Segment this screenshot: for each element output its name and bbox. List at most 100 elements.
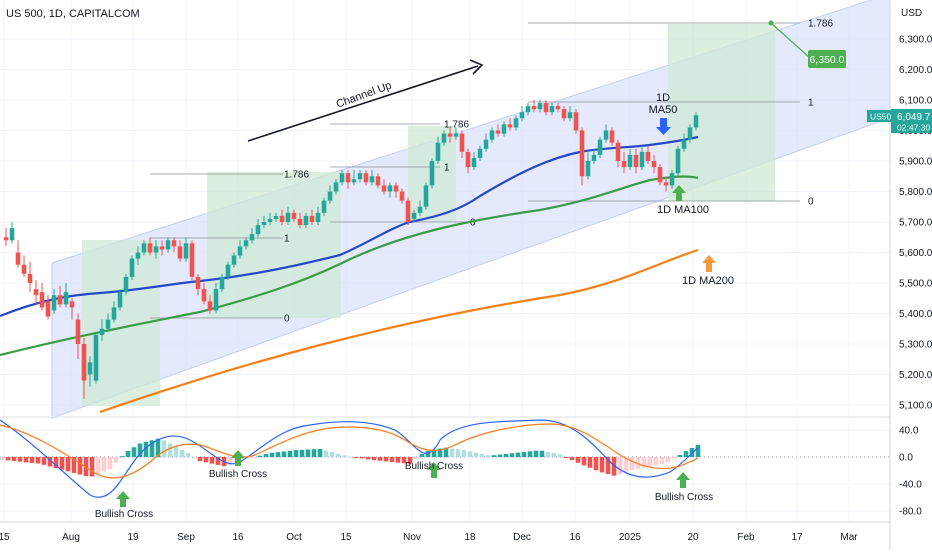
macd-histogram-bar [647,457,653,467]
macd-histogram-bar [557,454,563,457]
candle-up [423,185,429,207]
candle-up [525,106,531,113]
macd-histogram-bar [131,447,137,457]
price-tick-label: 5,200.0 [899,370,932,381]
macd-histogram-bar [497,454,503,457]
macd-histogram-bar [281,451,287,457]
time-tick-label: 2025 [619,532,642,543]
candle-up [165,240,171,250]
candle-down [3,237,9,241]
macd-histogram-bar [599,457,605,473]
macd-histogram-bar [539,450,545,457]
candle-down [201,289,207,302]
time-tick-label: Aug [62,532,80,543]
candle-down [657,167,663,183]
candle-down [189,243,195,277]
candle-down [75,319,81,344]
candle-down [609,130,615,143]
macd-histogram-bar [251,457,257,458]
macd-histogram-bar [365,457,371,460]
price-tick-label: 6,100.0 [899,96,932,107]
macd-histogram-bar [59,457,65,470]
candle-down [297,218,303,226]
time-tick-label: 17 [791,532,803,543]
macd-histogram-bar [137,443,143,457]
candle-up [477,148,483,158]
macd-histogram-bar [287,450,293,457]
fib-level-label: 1 [444,163,450,174]
candle-down [621,161,627,168]
candle-up [519,112,525,119]
macd-histogram-bar [653,457,659,466]
candle-up [435,142,441,161]
candle-up [117,292,123,308]
candle-up [639,151,645,168]
macd-histogram-bar [443,447,449,457]
macd-histogram-bar [491,455,497,457]
time-tick-label: 15 [0,532,10,543]
candle-up [627,154,633,168]
candle-up [321,200,327,213]
price-tick-label: 5,300.0 [899,340,932,351]
candle-up [219,276,225,290]
macd-histogram-bar [479,453,485,457]
macd-histogram-bar [185,453,191,457]
macd-histogram-bar [215,457,221,465]
macd-histogram-bar [299,449,305,457]
candle-up [471,157,477,168]
macd-histogram-bar [209,457,215,464]
macd-histogram-bar [461,450,467,457]
candle-up [567,112,573,119]
candle-down [645,151,651,161]
time-tick-label: 18 [464,532,476,543]
last-price: 6,049.7 [897,112,931,123]
candle-down [159,246,165,250]
candle-up [411,212,417,219]
target-price-label: 6,350.0 [809,54,844,66]
macd-histogram-bar [77,457,83,475]
macd-histogram-bar [389,457,395,463]
symbol-tag [867,110,891,122]
macd-histogram-bar [101,457,107,472]
macd-histogram-bar [377,457,383,461]
macd-histogram-bar [347,456,353,458]
macd-histogram-bar [629,457,635,471]
candle-down [405,200,411,222]
macd-histogram-bar [323,450,329,457]
bullish-cross-label: Bullish Cross [95,509,153,520]
macd-histogram-bar [533,450,539,457]
candle-up [333,182,339,192]
macd-histogram-bar [89,457,95,477]
fib-level-label: 1.786 [284,170,309,181]
fib-projection-zone [668,24,775,201]
time-tick-label: Oct [286,532,302,543]
price-tick-label: 6,200.0 [899,65,932,76]
macd-histogram-bar [563,457,569,458]
macd-histogram-bar [0,457,5,460]
candle-up [87,362,93,375]
candle-down [555,106,561,110]
candle-down [663,182,669,186]
candle-up [99,328,105,335]
fib-level-label: 0 [808,197,814,208]
macd-tick-label: -80.0 [899,507,922,518]
macd-histogram-bar [437,448,443,457]
macd-histogram-bar [473,452,479,457]
candle-up [9,228,15,241]
macd-histogram-bar [95,457,101,475]
candle-up [243,240,249,247]
macd-histogram-bar [509,453,515,457]
macd-histogram-bar [191,457,197,458]
candle-down [39,292,45,308]
candle-down [177,246,183,259]
candle-down [465,151,471,168]
candle-up [441,133,447,143]
ma50-line [0,135,699,318]
bullish-cross-arrow [427,462,441,478]
macd-axis: 40.0 0.0 -40.0 -80.0 [899,426,922,518]
time-axis: 15 Aug 19 Sep 16 Oct 15 Nov 18 Dec 16 2025 20 Feb 17 Ma… [0,532,858,543]
macd-histogram-bar [179,449,185,457]
fib-level-label: 1.786 [808,19,833,30]
macd-histogram-bar [383,457,389,462]
